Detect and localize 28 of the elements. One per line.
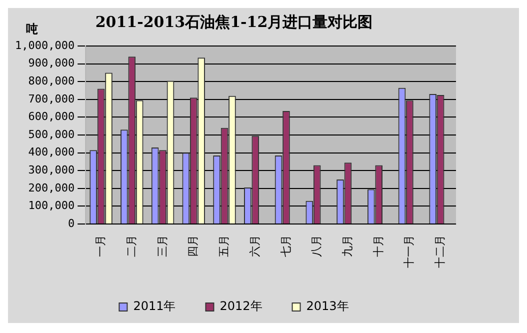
x-tick-label: 十一月 [402, 235, 416, 268]
chart-title: 2011-2013石油焦1-12月进口量对比图 [95, 12, 373, 31]
x-tick-label: 一月 [95, 235, 108, 257]
y-tick-label: 1,000,000 [14, 38, 75, 52]
legend-label: 2013年 [306, 299, 349, 314]
y-tick-label: 600,000 [28, 110, 75, 124]
y-tick-label: 400,000 [28, 146, 75, 159]
y-tick-label: 300,000 [28, 163, 75, 176]
y-tick-label: 100,000 [28, 199, 75, 212]
x-tick-label: 八月 [311, 235, 324, 257]
x-tick-label: 九月 [341, 235, 354, 257]
x-tick-label: 三月 [156, 235, 169, 257]
legend-label: 2011年 [133, 299, 176, 314]
y-tick-label: 500,000 [28, 128, 75, 141]
y-tick-label: 900,000 [28, 56, 75, 70]
y-tick-label: 0 [68, 216, 75, 230]
x-tick-label: 四月 [188, 235, 200, 257]
x-tick-label: 五月 [218, 235, 231, 257]
x-tick-label: 二月 [126, 235, 138, 257]
x-tick-label: 六月 [248, 235, 262, 257]
y-tick-label: 700,000 [28, 92, 75, 106]
x-tick-label: 十二月 [434, 235, 447, 268]
y-tick-label: 200,000 [28, 181, 75, 194]
x-tick-label: 七月 [279, 235, 292, 257]
x-tick-label: 十月 [372, 235, 385, 257]
y-axis-title: 吨 [26, 22, 38, 36]
y-tick-label: 800,000 [28, 74, 75, 88]
legend-label: 2012年 [220, 299, 262, 314]
